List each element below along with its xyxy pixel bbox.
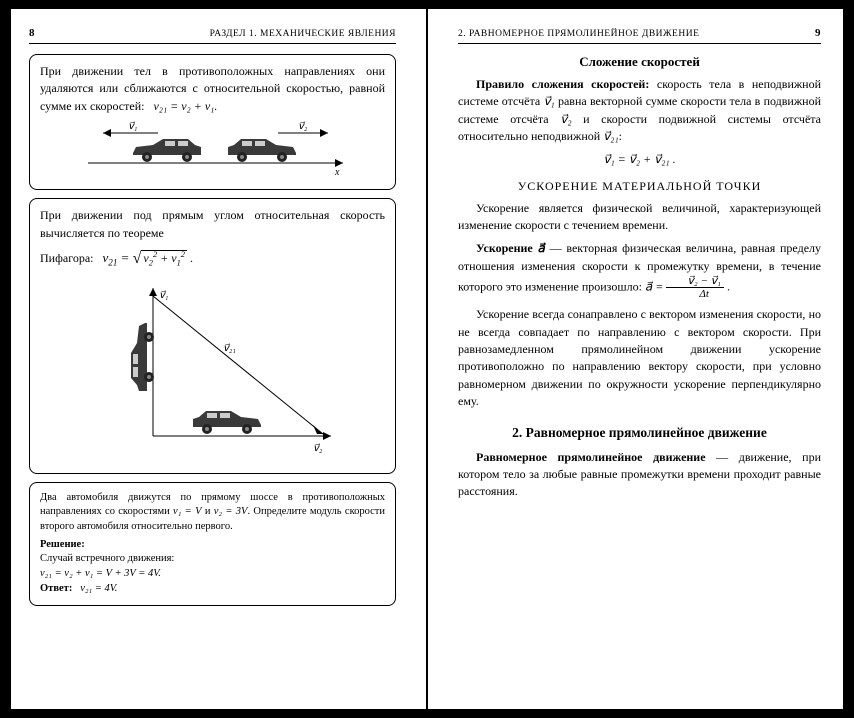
accel-para3: Ускорение всегда сонаправлено с вектором… xyxy=(458,306,821,410)
svg-text:v⃗₂: v⃗₂ xyxy=(313,443,323,454)
right-angle-diagram: v⃗₁ v⃗₂ v⃗₂₁ xyxy=(40,276,385,461)
v2-label: v⃗₂ xyxy=(298,121,308,132)
left-page: 8 РАЗДЕЛ 1. МЕХАНИЧЕСКИЕ ЯВЛЕНИЯ При дви… xyxy=(11,9,426,709)
acceleration-title: УСКОРЕНИЕ МАТЕРИАЛЬНОЙ ТОЧКИ xyxy=(458,179,821,194)
accel-definition: Ускорение a⃗ — векторная физическая вели… xyxy=(458,240,821,300)
solution-case: Случай встречного движения: xyxy=(40,552,385,567)
solution-calc: v₂₁ = v₂ + v₁ = V + 3V = 4V. xyxy=(40,567,385,582)
velocity-formula: v⃗₁ = v⃗₂ + v⃗₂₁ . xyxy=(458,152,821,167)
v1-label: v⃗₁ xyxy=(128,121,137,132)
velocity-rule: Правило сложения скоростей: скорость тел… xyxy=(458,76,821,146)
cars-opposite-diagram: v⃗₁ v⃗₂ x xyxy=(40,121,385,181)
car-horizontal-icon xyxy=(193,411,261,434)
page-number-right: 9 xyxy=(815,27,821,39)
svg-text:v⃗₂₁: v⃗₂₁ xyxy=(223,343,236,354)
box2-text: При движении под прямым углом относитель… xyxy=(40,207,385,242)
info-box-opposite-motion: При движении тел в противоположных напра… xyxy=(29,54,396,190)
svg-text:v⃗₁: v⃗₁ xyxy=(159,290,168,301)
problem-statement: Два автомобиля движутся по прямому шоссе… xyxy=(40,491,385,535)
uniform-motion-title: 2. Равномерное прямолинейное движение xyxy=(458,425,821,441)
right-header: 2. РАВНОМЕРНОЕ ПРЯМОЛИНЕЙНОЕ ДВИЖЕНИЕ 9 xyxy=(458,27,821,39)
car-right-icon xyxy=(228,139,296,162)
section-header-left: РАЗДЕЛ 1. МЕХАНИЧЕСКИЕ ЯВЛЕНИЯ xyxy=(210,29,396,39)
left-header: 8 РАЗДЕЛ 1. МЕХАНИЧЕСКИЕ ЯВЛЕНИЯ xyxy=(29,27,396,39)
header-rule xyxy=(29,43,396,44)
page-spread: 8 РАЗДЕЛ 1. МЕХАНИЧЕСКИЕ ЯВЛЕНИЯ При дви… xyxy=(11,9,843,709)
page-number-left: 8 xyxy=(29,27,35,39)
box1-formula: v₂₁ = v₂ + v₁. xyxy=(153,99,217,113)
x-label: x xyxy=(334,167,340,176)
right-page: 2. РАВНОМЕРНОЕ ПРЯМОЛИНЕЙНОЕ ДВИЖЕНИЕ 9 … xyxy=(428,9,843,709)
accel-para1: Ускорение является физической величиной,… xyxy=(458,200,821,235)
car-vertical-icon xyxy=(131,323,154,391)
box1-text: При движении тел в противоположных напра… xyxy=(40,63,385,115)
section-header-right: 2. РАВНОМЕРНОЕ ПРЯМОЛИНЕЙНОЕ ДВИЖЕНИЕ xyxy=(458,29,699,39)
uniform-def: Равномерное прямолинейное движение — дви… xyxy=(458,449,821,501)
problem-box: Два автомобиля движутся по прямому шоссе… xyxy=(29,482,396,606)
car-left-icon xyxy=(133,139,201,162)
header-rule-right xyxy=(458,43,821,44)
pythagoras-line: Пифагора: v21 = √v22 + v12 . xyxy=(40,246,385,270)
solution-answer: Ответ: v₂₁ = 4V. xyxy=(40,582,385,597)
solution-label: Решение: xyxy=(40,538,385,553)
velocity-addition-title: Сложение скоростей xyxy=(458,54,821,70)
info-box-right-angle: При движении под прямым углом относитель… xyxy=(29,198,396,474)
